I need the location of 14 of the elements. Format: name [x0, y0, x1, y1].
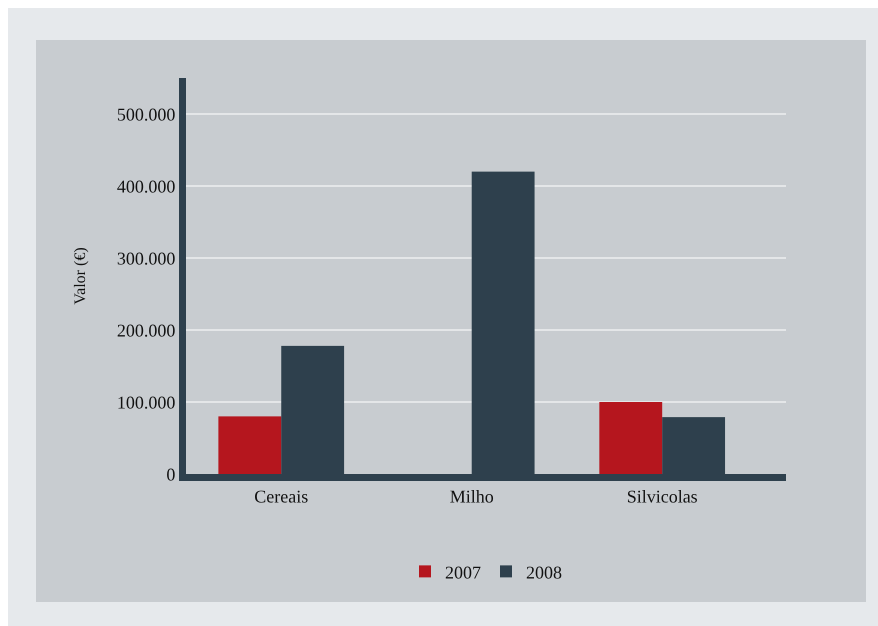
bar [218, 416, 282, 474]
x-tick-label: Cereais [254, 486, 308, 507]
y-tick-label: 100.000 [116, 392, 176, 412]
y-tick-label: 500.000 [116, 104, 176, 124]
y-tick-label: 300.000 [116, 248, 176, 268]
y-axis-title: Valor (€) [72, 247, 89, 305]
x-tick-label: Silvicolas [626, 486, 698, 507]
y-tick-label: 200.000 [116, 320, 176, 340]
y-tick-label: 0 [166, 464, 176, 484]
bar [599, 402, 662, 474]
legend-label: 2007 [445, 562, 481, 582]
x-tick-label: Milho [450, 486, 494, 507]
legend-label: 2008 [526, 562, 562, 582]
y-tick-label: 400.000 [116, 176, 176, 196]
